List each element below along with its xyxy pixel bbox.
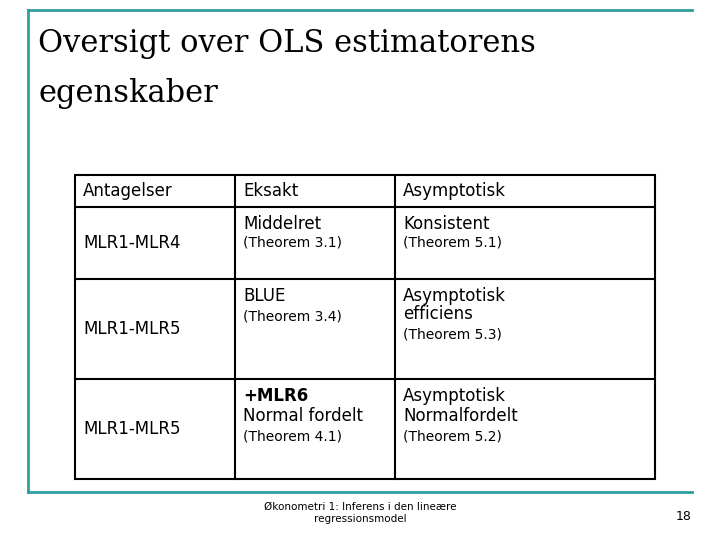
Text: Asymptotisk: Asymptotisk xyxy=(403,182,506,200)
Text: Oversigt over OLS estimatorens: Oversigt over OLS estimatorens xyxy=(38,28,536,59)
Text: efficiens: efficiens xyxy=(403,305,473,323)
Text: Asymptotisk: Asymptotisk xyxy=(403,387,506,405)
Text: Konsistent: Konsistent xyxy=(403,215,490,233)
Text: MLR1-MLR4: MLR1-MLR4 xyxy=(83,234,181,252)
Bar xyxy=(75,175,655,479)
Text: (Theorem 3.4): (Theorem 3.4) xyxy=(243,309,342,323)
Text: (Theorem 5.3): (Theorem 5.3) xyxy=(403,327,502,341)
Text: (Theorem 4.1): (Theorem 4.1) xyxy=(243,429,342,443)
Text: (Theorem 5.2): (Theorem 5.2) xyxy=(403,429,502,443)
Text: Normal fordelt: Normal fordelt xyxy=(243,407,363,425)
Text: Antagelser: Antagelser xyxy=(83,182,173,200)
Text: Eksakt: Eksakt xyxy=(243,182,298,200)
Text: egenskaber: egenskaber xyxy=(38,78,217,109)
Text: +MLR6: +MLR6 xyxy=(243,387,308,405)
Text: (Theorem 5.1): (Theorem 5.1) xyxy=(403,235,502,249)
Text: Økonometri 1: Inferens i den lineære
regressionsmodel: Økonometri 1: Inferens i den lineære reg… xyxy=(264,502,456,524)
Text: Middelret: Middelret xyxy=(243,215,321,233)
Text: MLR1-MLR5: MLR1-MLR5 xyxy=(83,420,181,438)
Text: (Theorem 3.1): (Theorem 3.1) xyxy=(243,235,342,249)
Text: Asymptotisk: Asymptotisk xyxy=(403,287,506,305)
Text: 18: 18 xyxy=(676,510,692,523)
Text: BLUE: BLUE xyxy=(243,287,285,305)
Text: Normalfordelt: Normalfordelt xyxy=(403,407,518,425)
Text: MLR1-MLR5: MLR1-MLR5 xyxy=(83,320,181,338)
